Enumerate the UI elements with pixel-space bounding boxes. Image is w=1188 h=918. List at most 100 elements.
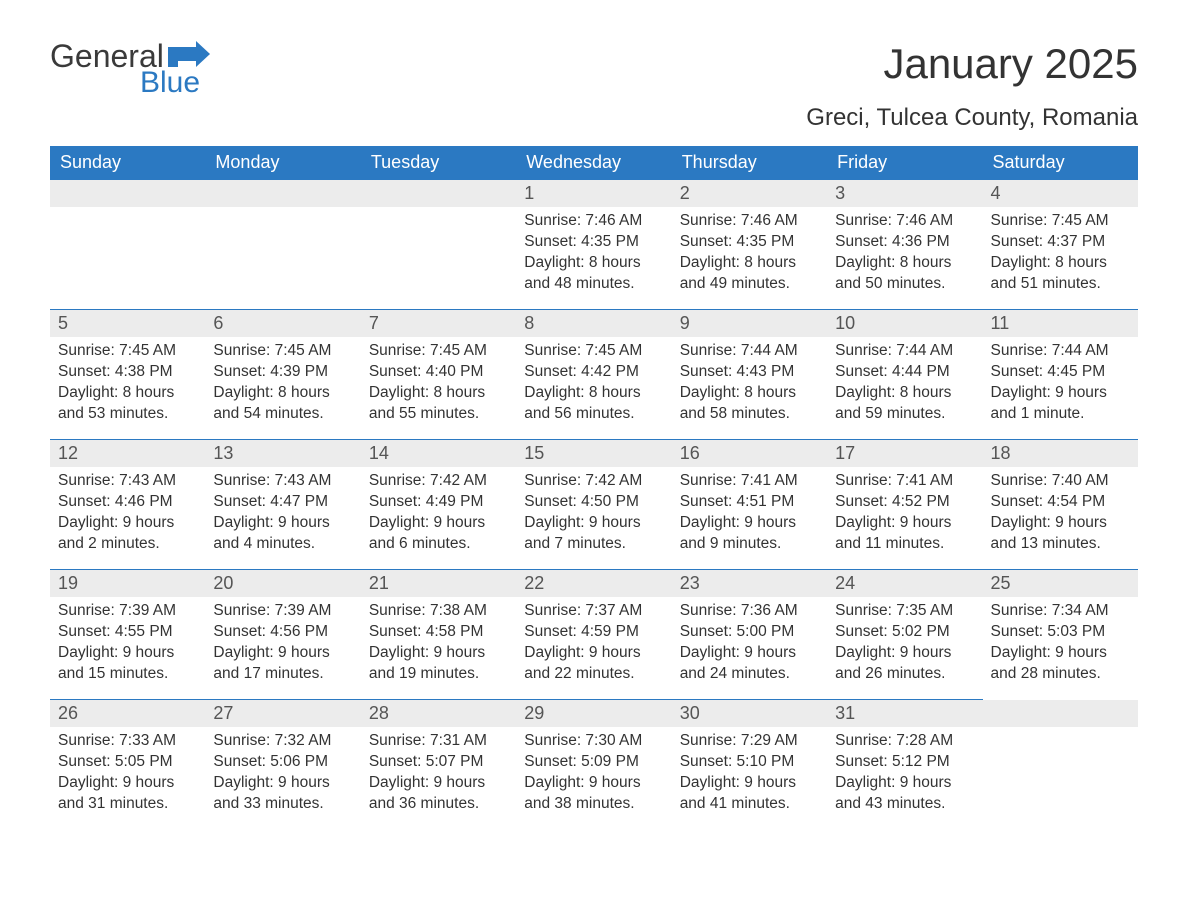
daylight-text: Daylight: 9 hours and 41 minutes.	[680, 773, 819, 815]
sunrise-text: Sunrise: 7:37 AM	[524, 601, 663, 622]
sunset-text: Sunset: 4:44 PM	[835, 362, 974, 383]
day-number: 7	[361, 310, 516, 337]
daylight-text: Daylight: 8 hours and 50 minutes.	[835, 253, 974, 295]
weekday-header: Sunday	[50, 146, 205, 180]
sunset-text: Sunset: 4:45 PM	[991, 362, 1130, 383]
day-number: 17	[827, 440, 982, 467]
day-details: Sunrise: 7:30 AMSunset: 5:09 PMDaylight:…	[516, 727, 671, 823]
day-number: 13	[205, 440, 360, 467]
sunrise-text: Sunrise: 7:42 AM	[524, 471, 663, 492]
sunset-text: Sunset: 4:35 PM	[524, 232, 663, 253]
calendar-day-cell: 16Sunrise: 7:41 AMSunset: 4:51 PMDayligh…	[672, 440, 827, 570]
daylight-text: Daylight: 9 hours and 26 minutes.	[835, 643, 974, 685]
day-number: 24	[827, 570, 982, 597]
calendar-day-cell: 23Sunrise: 7:36 AMSunset: 5:00 PMDayligh…	[672, 570, 827, 700]
daylight-text: Daylight: 9 hours and 4 minutes.	[213, 513, 352, 555]
header: General Blue January 2025	[50, 40, 1138, 98]
sunrise-text: Sunrise: 7:32 AM	[213, 731, 352, 752]
location-text: Greci, Tulcea County, Romania	[50, 104, 1138, 132]
sunrise-text: Sunrise: 7:46 AM	[524, 211, 663, 232]
calendar-day-cell: 15Sunrise: 7:42 AMSunset: 4:50 PMDayligh…	[516, 440, 671, 570]
day-details: Sunrise: 7:38 AMSunset: 4:58 PMDaylight:…	[361, 597, 516, 693]
day-details: Sunrise: 7:44 AMSunset: 4:45 PMDaylight:…	[983, 337, 1138, 433]
day-number: 9	[672, 310, 827, 337]
day-details	[205, 207, 360, 219]
day-details: Sunrise: 7:39 AMSunset: 4:56 PMDaylight:…	[205, 597, 360, 693]
calendar-day-cell: 22Sunrise: 7:37 AMSunset: 4:59 PMDayligh…	[516, 570, 671, 700]
calendar-day-cell: 4Sunrise: 7:45 AMSunset: 4:37 PMDaylight…	[983, 180, 1138, 310]
sunrise-text: Sunrise: 7:45 AM	[213, 341, 352, 362]
sunrise-text: Sunrise: 7:39 AM	[58, 601, 197, 622]
sunrise-text: Sunrise: 7:44 AM	[835, 341, 974, 362]
calendar-day-cell: 5Sunrise: 7:45 AMSunset: 4:38 PMDaylight…	[50, 310, 205, 440]
day-number: 6	[205, 310, 360, 337]
day-number: 8	[516, 310, 671, 337]
daylight-text: Daylight: 8 hours and 59 minutes.	[835, 383, 974, 425]
day-number: 11	[983, 310, 1138, 337]
logo-text-blue: Blue	[140, 68, 200, 98]
weekday-header: Wednesday	[516, 146, 671, 180]
daylight-text: Daylight: 9 hours and 7 minutes.	[524, 513, 663, 555]
calendar-week-row: 26Sunrise: 7:33 AMSunset: 5:05 PMDayligh…	[50, 700, 1138, 830]
day-details: Sunrise: 7:39 AMSunset: 4:55 PMDaylight:…	[50, 597, 205, 693]
calendar-day-cell: 10Sunrise: 7:44 AMSunset: 4:44 PMDayligh…	[827, 310, 982, 440]
calendar-day-cell: 11Sunrise: 7:44 AMSunset: 4:45 PMDayligh…	[983, 310, 1138, 440]
day-details: Sunrise: 7:29 AMSunset: 5:10 PMDaylight:…	[672, 727, 827, 823]
day-number	[50, 180, 205, 207]
sunset-text: Sunset: 5:10 PM	[680, 752, 819, 773]
daylight-text: Daylight: 9 hours and 33 minutes.	[213, 773, 352, 815]
sunrise-text: Sunrise: 7:45 AM	[369, 341, 508, 362]
sunrise-text: Sunrise: 7:36 AM	[680, 601, 819, 622]
calendar-week-row: 1Sunrise: 7:46 AMSunset: 4:35 PMDaylight…	[50, 180, 1138, 310]
sunset-text: Sunset: 4:35 PM	[680, 232, 819, 253]
day-number	[983, 700, 1138, 727]
weekday-header: Monday	[205, 146, 360, 180]
sunrise-text: Sunrise: 7:41 AM	[835, 471, 974, 492]
day-details: Sunrise: 7:40 AMSunset: 4:54 PMDaylight:…	[983, 467, 1138, 563]
day-details: Sunrise: 7:41 AMSunset: 4:51 PMDaylight:…	[672, 467, 827, 563]
calendar-day-cell: 31Sunrise: 7:28 AMSunset: 5:12 PMDayligh…	[827, 700, 982, 830]
day-details: Sunrise: 7:45 AMSunset: 4:40 PMDaylight:…	[361, 337, 516, 433]
calendar-day-cell	[983, 700, 1138, 830]
sunset-text: Sunset: 4:39 PM	[213, 362, 352, 383]
calendar-day-cell: 3Sunrise: 7:46 AMSunset: 4:36 PMDaylight…	[827, 180, 982, 310]
calendar-day-cell: 27Sunrise: 7:32 AMSunset: 5:06 PMDayligh…	[205, 700, 360, 830]
sunset-text: Sunset: 4:36 PM	[835, 232, 974, 253]
sunset-text: Sunset: 4:43 PM	[680, 362, 819, 383]
sunset-text: Sunset: 4:51 PM	[680, 492, 819, 513]
day-number	[205, 180, 360, 207]
page-title: January 2025	[883, 40, 1138, 88]
day-number: 28	[361, 700, 516, 727]
day-details: Sunrise: 7:41 AMSunset: 4:52 PMDaylight:…	[827, 467, 982, 563]
calendar-day-cell	[50, 180, 205, 310]
day-number: 25	[983, 570, 1138, 597]
sunrise-text: Sunrise: 7:33 AM	[58, 731, 197, 752]
daylight-text: Daylight: 9 hours and 24 minutes.	[680, 643, 819, 685]
logo: General Blue	[50, 40, 210, 98]
day-number: 3	[827, 180, 982, 207]
day-number: 27	[205, 700, 360, 727]
weekday-header: Thursday	[672, 146, 827, 180]
day-number: 26	[50, 700, 205, 727]
day-number: 23	[672, 570, 827, 597]
calendar-day-cell: 25Sunrise: 7:34 AMSunset: 5:03 PMDayligh…	[983, 570, 1138, 700]
day-details: Sunrise: 7:37 AMSunset: 4:59 PMDaylight:…	[516, 597, 671, 693]
calendar-day-cell	[205, 180, 360, 310]
sunset-text: Sunset: 5:12 PM	[835, 752, 974, 773]
day-details: Sunrise: 7:33 AMSunset: 5:05 PMDaylight:…	[50, 727, 205, 823]
daylight-text: Daylight: 9 hours and 19 minutes.	[369, 643, 508, 685]
sunrise-text: Sunrise: 7:34 AM	[991, 601, 1130, 622]
day-details	[50, 207, 205, 219]
sunrise-text: Sunrise: 7:28 AM	[835, 731, 974, 752]
calendar-day-cell: 8Sunrise: 7:45 AMSunset: 4:42 PMDaylight…	[516, 310, 671, 440]
day-details: Sunrise: 7:46 AMSunset: 4:36 PMDaylight:…	[827, 207, 982, 303]
daylight-text: Daylight: 9 hours and 36 minutes.	[369, 773, 508, 815]
sunset-text: Sunset: 4:56 PM	[213, 622, 352, 643]
day-details: Sunrise: 7:46 AMSunset: 4:35 PMDaylight:…	[516, 207, 671, 303]
sunset-text: Sunset: 4:49 PM	[369, 492, 508, 513]
day-details: Sunrise: 7:42 AMSunset: 4:49 PMDaylight:…	[361, 467, 516, 563]
calendar-day-cell: 20Sunrise: 7:39 AMSunset: 4:56 PMDayligh…	[205, 570, 360, 700]
sunrise-text: Sunrise: 7:40 AM	[991, 471, 1130, 492]
calendar-week-row: 19Sunrise: 7:39 AMSunset: 4:55 PMDayligh…	[50, 570, 1138, 700]
sunset-text: Sunset: 4:42 PM	[524, 362, 663, 383]
